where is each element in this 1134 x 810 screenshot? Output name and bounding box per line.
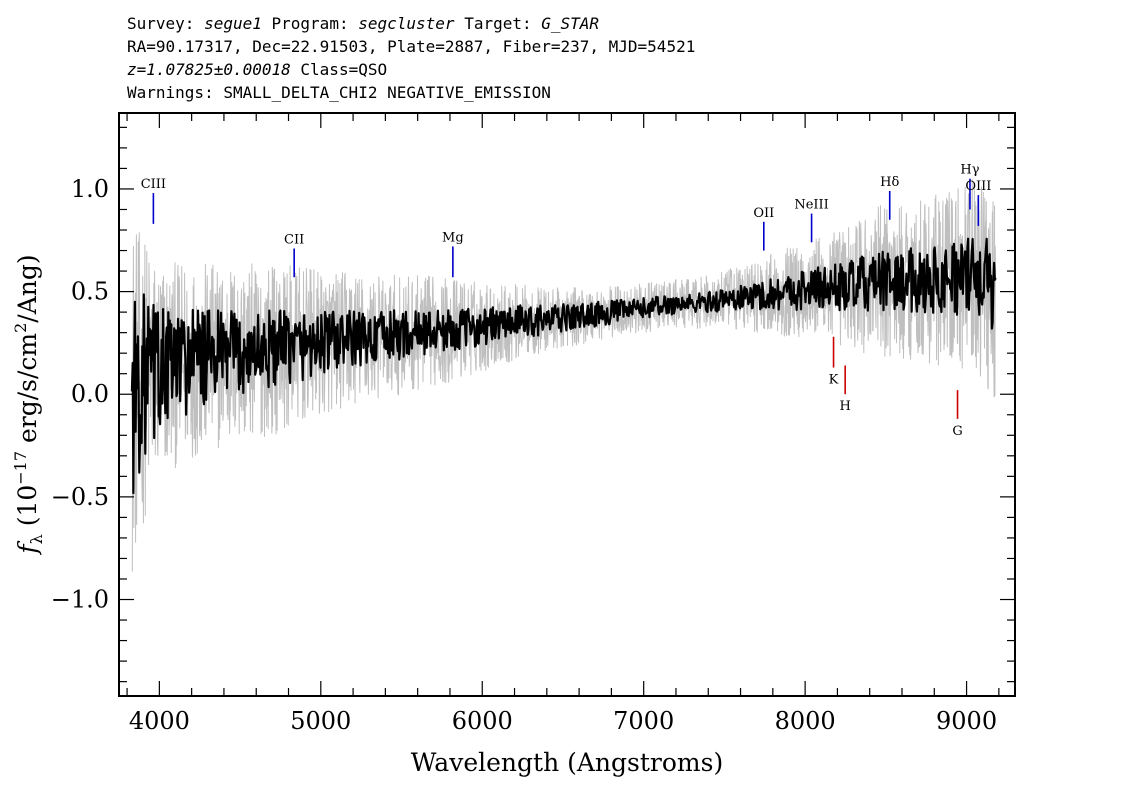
program-label: Program: bbox=[271, 14, 349, 33]
y-tick-label: 1.0 bbox=[71, 175, 109, 203]
x-tick-label: 6000 bbox=[452, 707, 513, 735]
x-tick-label: 4000 bbox=[129, 707, 190, 735]
y-axis-title-open: (10 bbox=[13, 485, 42, 535]
header-line-survey: Survey: segue1 Program: segcluster Targe… bbox=[127, 12, 695, 35]
emission-line-label: OII bbox=[753, 206, 774, 221]
survey-label: Survey: bbox=[127, 14, 195, 33]
emission-line-label: NeIII bbox=[794, 198, 828, 213]
target-label: Target: bbox=[464, 14, 532, 33]
emission-line-label: Hγ bbox=[960, 163, 979, 178]
emission-line-label: Hδ bbox=[880, 175, 899, 190]
target-value: G_STAR bbox=[541, 14, 600, 33]
y-axis-title-exponent: −17 bbox=[11, 451, 30, 485]
program-value: segcluster bbox=[358, 14, 455, 33]
redshift-value: z=1.07825±0.00018 bbox=[127, 60, 291, 79]
survey-value: segue1 bbox=[204, 14, 262, 33]
smoothed-flux-line bbox=[130, 237, 997, 495]
emission-line-label: OIII bbox=[965, 179, 991, 194]
y-axis-title: fλ (10−17 erg/s/cm2/Ang) bbox=[11, 254, 46, 555]
emission-line-label: Mg bbox=[442, 230, 464, 245]
header-line-warnings: Warnings: SMALL_DELTA_CHI2 NEGATIVE_EMIS… bbox=[127, 83, 551, 102]
x-tick-label: 9000 bbox=[936, 707, 997, 735]
x-tick-label: 8000 bbox=[775, 707, 836, 735]
emission-line-label: CIII bbox=[141, 177, 166, 192]
absorption-line-label: G bbox=[952, 424, 962, 439]
plot-frame bbox=[118, 112, 1016, 697]
spectrum-header: Survey: segue1 Program: segcluster Targe… bbox=[127, 12, 695, 104]
header-line-redshift: z=1.07825±0.00018 Class=QSO bbox=[127, 58, 695, 81]
y-axis-title-units: erg/s/cm bbox=[13, 333, 42, 451]
absorption-line-label: K bbox=[829, 373, 839, 388]
y-tick-label: −0.5 bbox=[51, 483, 109, 511]
y-tick-label: 0.5 bbox=[71, 278, 109, 306]
x-axis-title: Wavelength (Angstroms) bbox=[411, 748, 723, 777]
y-tick-label: 0.0 bbox=[71, 380, 109, 408]
raw-flux-line bbox=[131, 179, 997, 572]
axis-ticks: 4000 5000 6000 7000 8000 9000 −1.0 −0.5 0.0 0.5 1.… bbox=[51, 113, 1015, 735]
emission-line-label: CII bbox=[284, 232, 304, 247]
y-axis-title-close: /Ang) bbox=[13, 254, 42, 322]
y-axis-title-squared: 2 bbox=[11, 323, 30, 333]
smoothed-flux-series bbox=[130, 237, 997, 495]
x-tick-label: 7000 bbox=[613, 707, 674, 735]
y-axis-title-symbol: f bbox=[13, 541, 42, 556]
header-line-coordinates: RA=90.17317, Dec=22.91503, Plate=2887, F… bbox=[127, 37, 696, 56]
svg-text:fλ (10−17 erg/s/cm2/Ang): fλ (10−17 erg/s/cm2/Ang) bbox=[11, 254, 46, 555]
y-axis-title-subscript: λ bbox=[27, 534, 46, 544]
y-tick-label: −1.0 bbox=[51, 586, 109, 614]
raw-flux-series bbox=[131, 179, 997, 572]
x-tick-label: 5000 bbox=[290, 707, 351, 735]
class-value: Class=QSO bbox=[300, 60, 388, 79]
absorption-line-label: H bbox=[839, 399, 850, 414]
